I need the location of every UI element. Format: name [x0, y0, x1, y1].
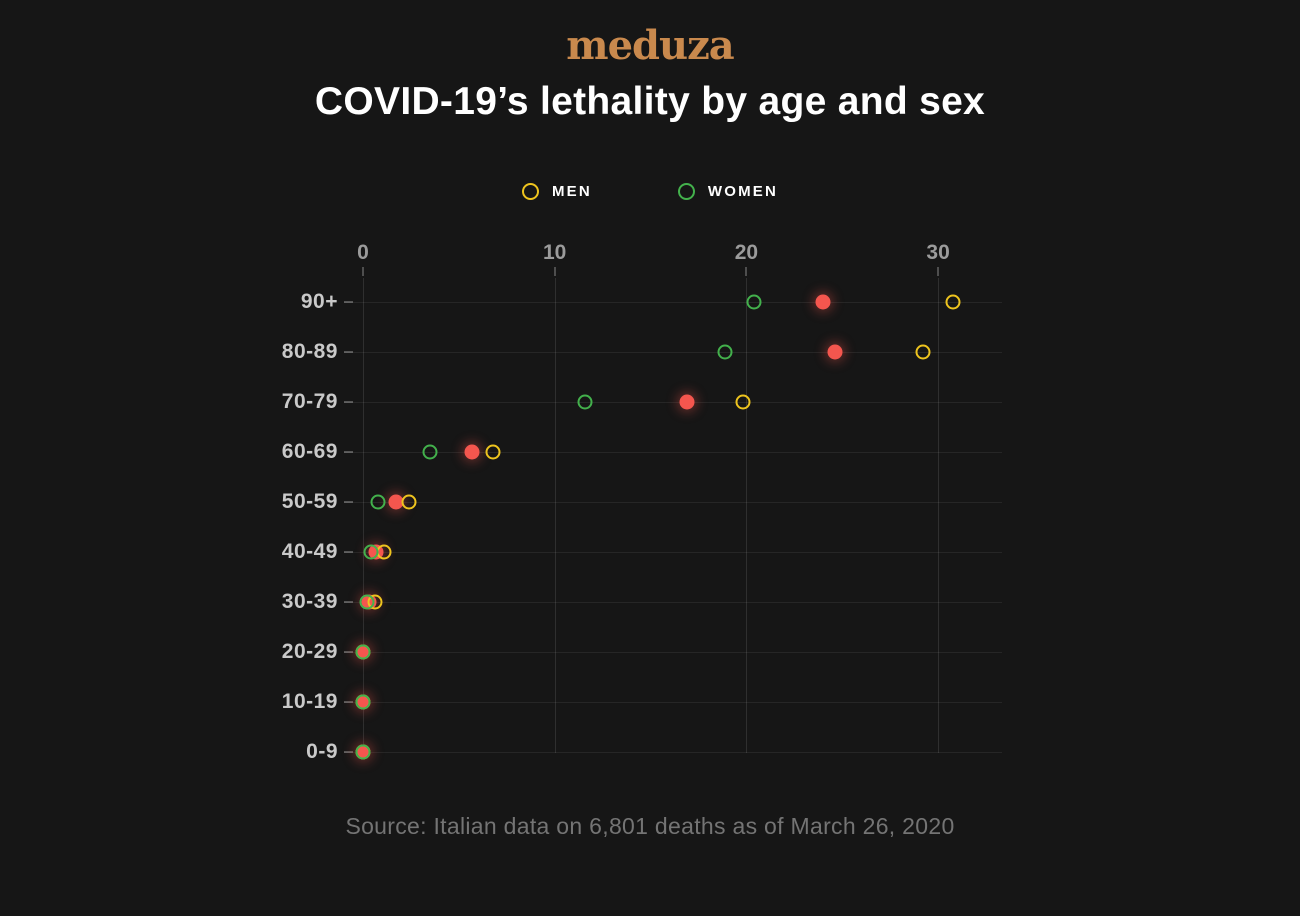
x-axis-label-10: 10	[543, 241, 567, 264]
dot-women-70-79	[577, 394, 593, 410]
dot-women-30-39	[359, 594, 375, 610]
dot-overall-60-69	[464, 444, 480, 460]
row-gridline-0-9	[344, 752, 1002, 753]
row-tick-0-9	[344, 751, 353, 753]
gridline-x-30	[938, 278, 940, 753]
x-axis-tick-10	[553, 267, 556, 276]
dot-women-0-9	[355, 744, 371, 760]
row-gridline-70-79	[344, 402, 1002, 403]
chart-title: COVID-19’s lethality by age and sex	[314, 80, 986, 123]
row-gridline-40-49	[344, 552, 1002, 553]
row-label-70-79: 70-79	[281, 390, 338, 413]
legend-label-women: WOMEN	[707, 183, 779, 200]
row-label-60-69: 60-69	[281, 440, 338, 463]
row-tick-40-49	[344, 551, 353, 553]
row-tick-90+	[344, 301, 353, 303]
x-axis-tick-30	[937, 267, 940, 276]
row-label-50-59: 50-59	[281, 490, 338, 513]
dot-women-60-69	[422, 444, 438, 460]
x-axis-tick-0	[362, 267, 364, 276]
gridline-x-0	[363, 278, 364, 753]
dot-women-90+	[746, 294, 762, 310]
dot-men-50-59	[401, 494, 417, 510]
dot-men-80-89	[915, 344, 931, 360]
dot-men-40-49	[376, 544, 392, 560]
row-label-0-9: 0-9	[306, 740, 338, 763]
women-ring-icon	[677, 183, 695, 200]
dot-overall-70-79	[679, 394, 695, 410]
x-axis-label-30: 30	[926, 241, 950, 264]
row-tick-10-19	[344, 701, 353, 703]
dot-men-90+	[945, 294, 961, 310]
x-axis-label-0: 0	[357, 241, 369, 264]
row-tick-50-59	[344, 501, 353, 503]
x-axis-tick-20	[745, 267, 748, 276]
row-tick-70-79	[344, 401, 353, 403]
dot-men-70-79	[735, 394, 751, 410]
gridline-x-10	[554, 278, 556, 753]
dot-men-60-69	[485, 444, 501, 460]
row-label-40-49: 40-49	[281, 540, 338, 563]
dot-overall-50-59	[388, 494, 404, 510]
row-label-20-29: 20-29	[281, 640, 338, 663]
row-tick-80-89	[344, 351, 353, 353]
row-label-90+: 90+	[300, 290, 338, 313]
dot-women-40-49	[363, 544, 379, 560]
dot-overall-80-89	[827, 344, 843, 360]
row-gridline-20-29	[344, 652, 1002, 653]
row-label-30-39: 30-39	[281, 590, 338, 613]
row-gridline-50-59	[344, 502, 1002, 503]
legend-item-women: WOMEN	[677, 183, 779, 200]
legend-label-men: MEN	[551, 183, 592, 200]
row-tick-60-69	[344, 451, 353, 453]
source-note: Source: Italian data on 6,801 deaths as …	[345, 813, 955, 839]
men-ring-icon	[521, 183, 539, 200]
row-gridline-30-39	[344, 602, 1002, 603]
x-axis-label-20: 20	[734, 241, 759, 264]
row-gridline-10-19	[344, 702, 1002, 703]
dot-overall-90+	[815, 294, 831, 310]
meduza-logo: meduza	[566, 22, 734, 69]
gridline-x-20	[746, 278, 748, 753]
dot-women-80-89	[717, 344, 733, 360]
row-gridline-80-89	[344, 352, 1002, 353]
legend-item-men: MEN	[521, 183, 592, 200]
dot-women-20-29	[355, 644, 371, 660]
dot-women-50-59	[370, 494, 386, 510]
row-gridline-90+	[344, 302, 1002, 303]
row-tick-20-29	[344, 651, 353, 653]
row-label-80-89: 80-89	[281, 340, 338, 363]
dot-women-10-19	[355, 694, 371, 710]
legend: MEN WOMEN	[0, 183, 1300, 200]
row-label-10-19: 10-19	[281, 690, 338, 713]
row-tick-30-39	[344, 601, 353, 603]
row-gridline-60-69	[344, 452, 1002, 453]
